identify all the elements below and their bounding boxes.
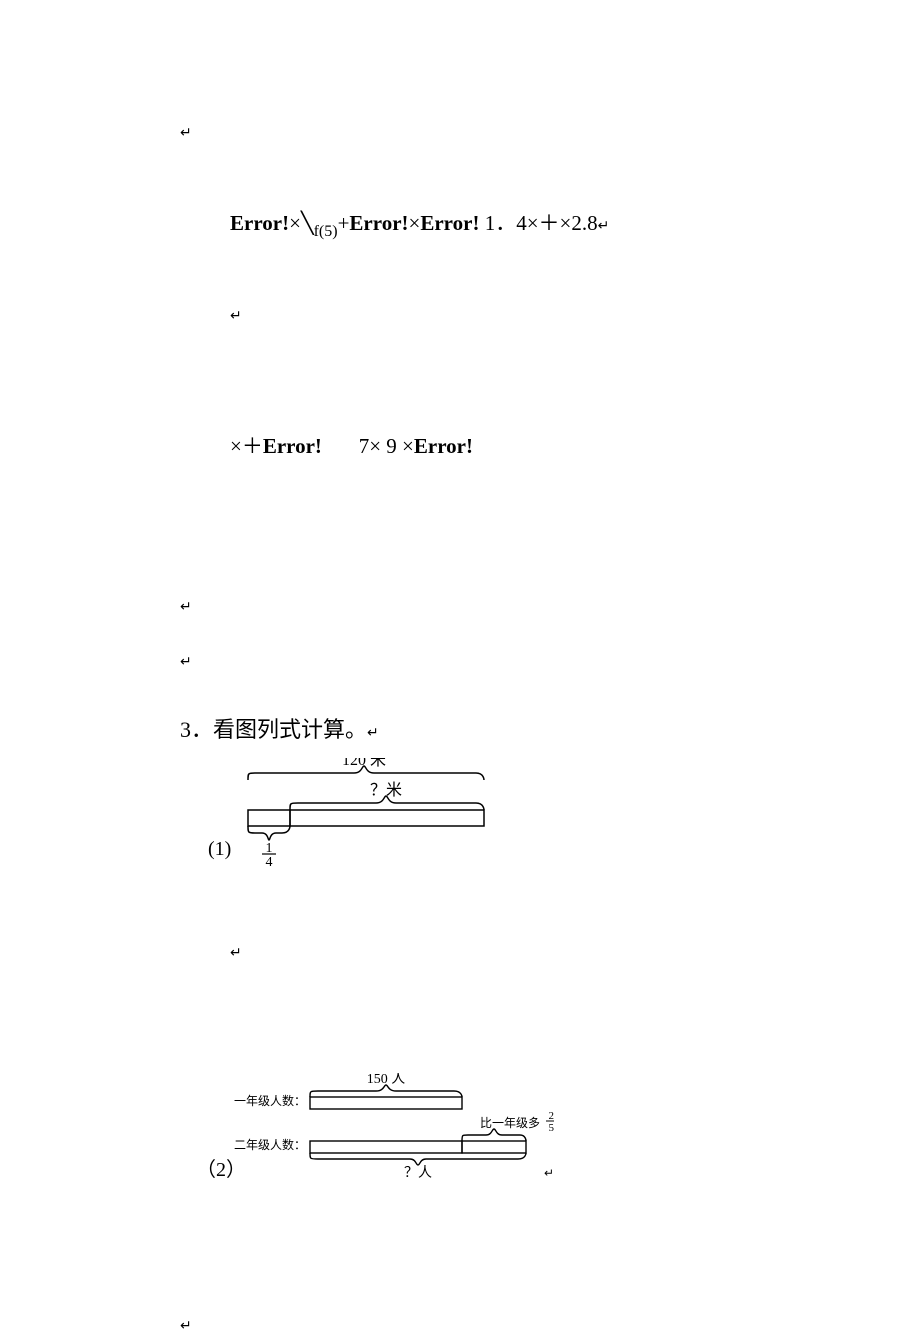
error-token-1: Error! (230, 211, 289, 235)
row1-bar (310, 1097, 462, 1109)
diagram-2-prefix: （2） (196, 1153, 246, 1182)
diagram-1-prefix: (1) (208, 838, 231, 861)
paragraph-mark-5: ↵ (230, 938, 860, 963)
diagram2-unknown-label: ？人 (404, 1165, 432, 1181)
row1-label: 一年级人数： (234, 1093, 306, 1108)
segment-small (248, 810, 290, 826)
segment-large (290, 810, 484, 826)
diagram-2-svg: 150 人 一年级人数： 比一年级多 2 5 二年级人数： ？人 ↵ (214, 1073, 554, 1181)
op-plus-1: + (338, 211, 350, 235)
op-times-1: × (289, 211, 301, 235)
diagram-2: （2） 150 人 一年级人数： 比一年级多 2 5 二年级人数： ？人 ↵ (214, 1073, 860, 1181)
expr1-tail: 1．4×＋×2.8 (479, 211, 597, 235)
question-3-label: 3．看图列式计算。↵ (180, 712, 860, 744)
error-token-3: Error! (420, 211, 479, 235)
paragraph-mark-3: ↵ (180, 592, 860, 617)
row2-label: 二年级人数： (234, 1137, 306, 1152)
paragraph-mark-4: ↵ (180, 647, 860, 672)
paragraph-mark-2: ↵ (230, 301, 860, 326)
compare-den: 5 (549, 1122, 555, 1134)
question-3-text: 3．看图列式计算。 (180, 717, 367, 742)
paragraph-mark-inline-1: ↵ (598, 220, 610, 234)
error-token-5: Error! (414, 434, 473, 458)
row2-bar-extra (462, 1141, 526, 1153)
expr2-middle: 7× 9 × (322, 434, 414, 458)
compare-text: 比一年级多 (480, 1116, 540, 1130)
diagram-1: (1) 120 米 ？米 1 4 (226, 758, 860, 868)
expr2-part1: ×＋ (230, 434, 263, 458)
error-token-4: Error! (263, 434, 322, 458)
brace-bottom-unknown (310, 1153, 526, 1165)
diagram1-frac-den: 4 (266, 855, 273, 868)
slash-glyph: ╲ (301, 211, 314, 235)
diagram1-total-label: 120 米 (342, 758, 386, 769)
expression-line-2: ×＋Error! 7× 9 ×Error! (230, 430, 860, 460)
row2-bar-main (310, 1141, 462, 1153)
paragraph-mark-inline-2: ↵ (367, 727, 379, 741)
brace-extra (462, 1129, 526, 1141)
diagram2-trail-mark: ↵ (544, 1166, 554, 1180)
paragraph-mark-6: ↵ (180, 1311, 860, 1336)
fn-f5: f(5) (314, 223, 338, 240)
diagram1-unknown-label: ？米 (370, 781, 402, 799)
brace-bottom-small (248, 826, 290, 840)
compare-num: 2 (549, 1110, 555, 1122)
error-token-2: Error! (349, 211, 408, 235)
paragraph-mark-1: ↵ (180, 118, 860, 143)
expression-line-1: Error!×╲f(5)+Error!×Error! 1．4×＋×2.8↵ (230, 207, 860, 237)
diagram-1-svg: 120 米 ？米 1 4 (226, 758, 506, 868)
op-times-2: × (409, 211, 421, 235)
